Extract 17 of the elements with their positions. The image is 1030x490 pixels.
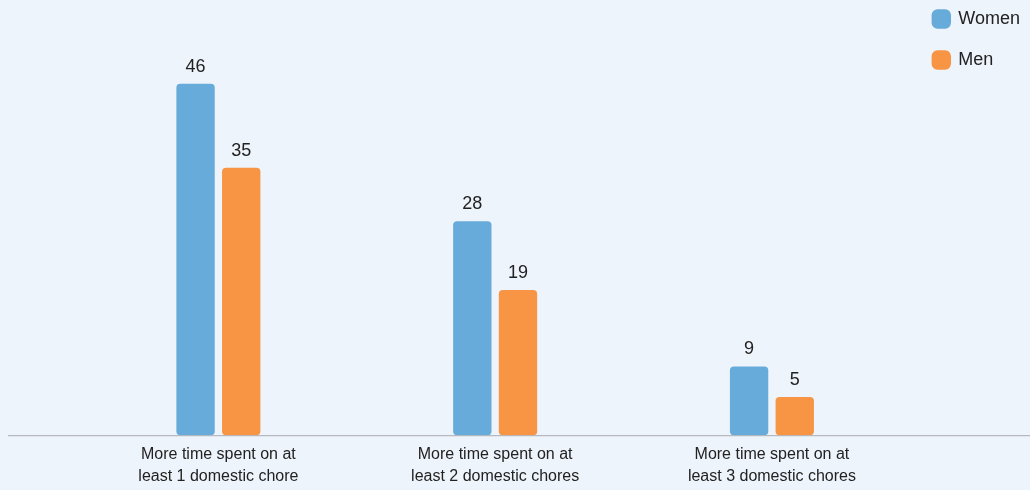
bar	[453, 221, 492, 436]
bar	[498, 290, 538, 436]
legend-label: Women	[958, 7, 1021, 28]
data-label: 28	[462, 193, 483, 214]
bar	[222, 167, 261, 436]
bar	[176, 83, 215, 436]
data-label: 9	[744, 338, 755, 359]
x-tick-label: More time spent on at least 1 domestic chore	[138, 444, 299, 485]
x-tick-label: More time spent on at least 3 domestic chores	[687, 444, 856, 485]
legend-label: Men	[958, 48, 994, 69]
bar	[775, 396, 814, 436]
data-label: 19	[507, 261, 528, 282]
x-tick-label: More time spent on at least 2 domestic chores	[411, 444, 580, 485]
data-label: 5	[789, 368, 800, 389]
data-label: 35	[231, 139, 252, 160]
data-label: 46	[185, 55, 206, 76]
bar	[729, 366, 769, 436]
